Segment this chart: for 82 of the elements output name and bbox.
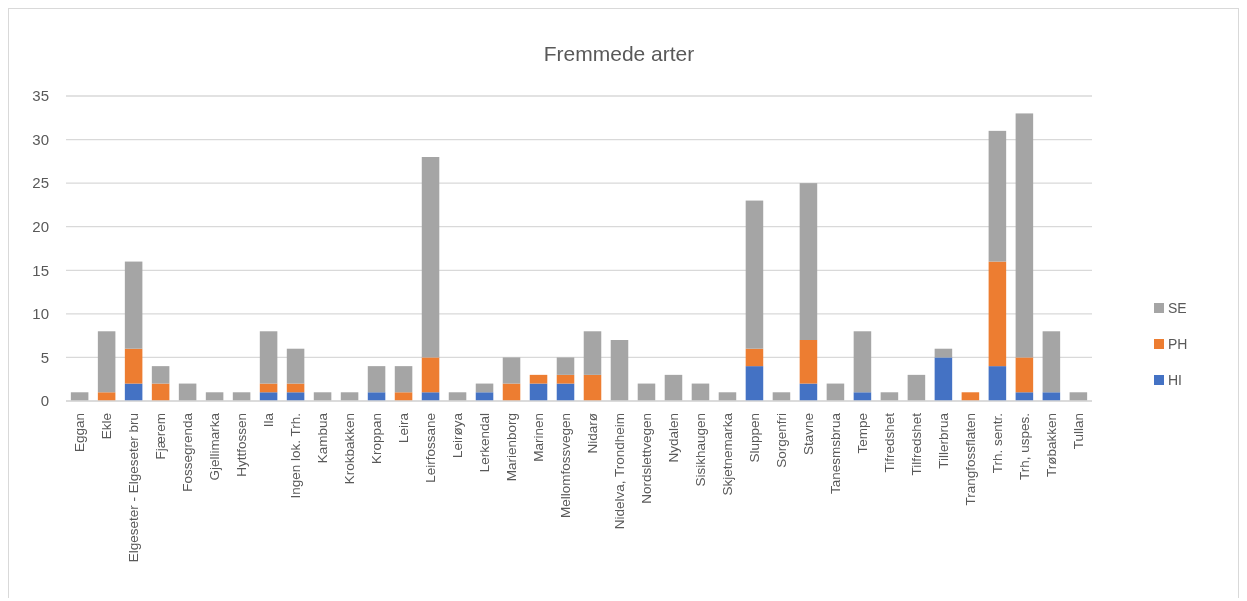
bar xyxy=(394,366,413,393)
x-tick-label: Sluppen xyxy=(747,413,763,463)
bar xyxy=(556,357,575,375)
bar xyxy=(421,157,440,358)
x-tick-label: Kambua xyxy=(315,412,331,464)
x-tick-label: Marinen xyxy=(531,413,547,462)
bar xyxy=(151,366,170,384)
bar xyxy=(799,183,818,340)
x-tick-label: Lerkendal xyxy=(477,413,493,473)
x-tick-label: Nordslettvegen xyxy=(639,413,655,504)
bar xyxy=(97,331,116,393)
y-tick-label: 25 xyxy=(32,174,49,192)
bar xyxy=(421,357,440,393)
legend-label: PH xyxy=(1168,335,1188,352)
legend-label: SE xyxy=(1168,299,1187,316)
bar xyxy=(664,374,683,401)
chart-title: Fremmede arter xyxy=(543,42,695,65)
y-tick-label: 0 xyxy=(40,392,49,410)
x-tick-label: Tilfredshet xyxy=(909,412,925,476)
x-tick-label: Leirfossane xyxy=(423,413,439,483)
x-tick-label: Skjetnemarka xyxy=(720,412,736,496)
bar xyxy=(745,348,764,367)
x-tick-label: Fossegrenda xyxy=(180,412,196,492)
legend-label: HI xyxy=(1168,371,1182,388)
bar xyxy=(124,261,143,349)
x-tick-label: Fjærem xyxy=(153,413,169,460)
y-tick-label: 5 xyxy=(40,348,49,366)
bar xyxy=(124,348,143,384)
bar xyxy=(610,340,629,401)
bar xyxy=(1042,331,1061,393)
y-tick-label: 35 xyxy=(32,87,49,105)
x-tick-label: Sisikhaugen xyxy=(693,413,709,487)
bar xyxy=(556,374,575,384)
x-tick-label: Leirøya xyxy=(450,412,466,459)
bar xyxy=(907,374,926,401)
x-tick-label: Gjellimarka xyxy=(207,412,223,481)
bar xyxy=(988,261,1007,367)
bar xyxy=(745,200,764,349)
x-tick-label: Sorgenfri xyxy=(774,413,790,468)
x-tick-label: Ekle xyxy=(99,413,115,440)
x-tick-label: Mellomfossvegen xyxy=(558,413,574,519)
bar xyxy=(367,366,386,393)
bar xyxy=(286,348,305,384)
y-tick-label: 30 xyxy=(32,130,49,148)
x-tick-label: Nidelva, Trondheim xyxy=(612,413,628,530)
y-tick-label: 15 xyxy=(32,261,49,279)
x-tick-label: Tempe xyxy=(855,413,871,454)
x-tick-label: Leira xyxy=(396,412,412,444)
y-tick-label: 20 xyxy=(32,217,49,235)
x-tick-label: Elgeseter - Elgeseter bru xyxy=(126,413,142,563)
x-tick-label: Eggan xyxy=(72,413,88,453)
x-tick-label: Ila xyxy=(261,412,277,428)
x-tick-label: Trh. sentr. xyxy=(990,413,1006,474)
y-tick-label: 10 xyxy=(32,305,49,323)
bar xyxy=(1015,113,1034,358)
bar xyxy=(988,366,1007,401)
bar xyxy=(853,331,872,393)
x-tick-label: Tillerbrua xyxy=(936,412,952,469)
x-tick-label: Nidarø xyxy=(585,413,601,454)
x-tick-label: Krokbakken xyxy=(342,413,358,485)
bar xyxy=(529,374,548,384)
x-tick-label: Tanesmsbrua xyxy=(828,412,844,495)
x-tick-label: Hyttfossen xyxy=(234,413,250,477)
bar xyxy=(583,374,602,401)
bar xyxy=(502,357,521,384)
x-tick-label: Trøbakken xyxy=(1044,413,1060,478)
x-tick-label: Nydalen xyxy=(666,413,682,463)
bar xyxy=(745,366,764,401)
bar xyxy=(934,357,953,401)
x-tick-label: Trh, uspes. xyxy=(1017,413,1033,481)
x-tick-label: Kroppan xyxy=(369,413,385,465)
x-tick-label: Tullan xyxy=(1071,413,1087,450)
bar xyxy=(259,331,278,384)
x-tick-label: Tifredshet xyxy=(882,412,898,473)
bar xyxy=(1015,357,1034,393)
bar xyxy=(583,331,602,375)
bar xyxy=(988,130,1007,262)
x-tick-label: Trangfossflaten xyxy=(963,413,979,506)
bar xyxy=(799,340,818,384)
x-tick-label: Stavne xyxy=(801,413,817,456)
x-tick-label: Ingen lok. Trh. xyxy=(288,413,304,499)
x-tick-label: Marienborg xyxy=(504,413,520,482)
